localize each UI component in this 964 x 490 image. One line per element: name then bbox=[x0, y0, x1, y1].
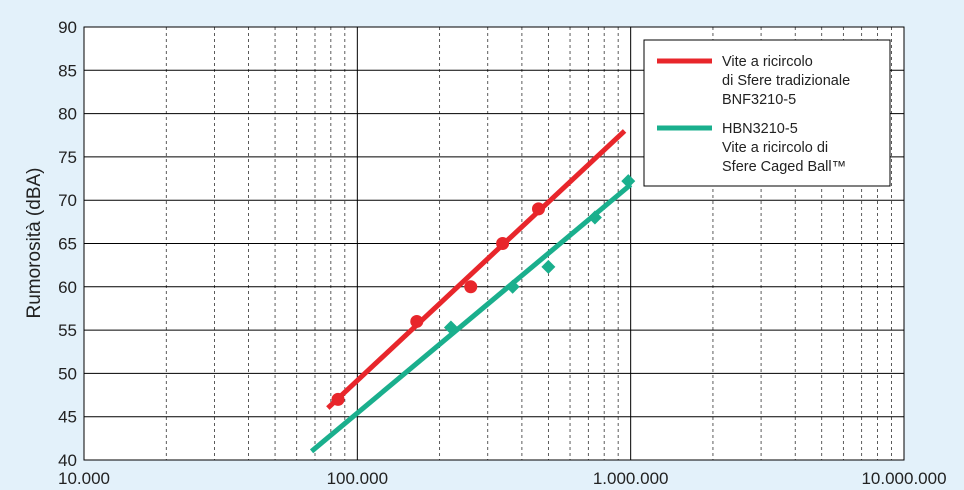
legend: Vite a ricircolo di Sfere tradizionale BNF… bbox=[643, 39, 891, 187]
y-tick-label: 80 bbox=[58, 105, 77, 124]
legend-label-series-2: Sfere Caged Ball™ bbox=[722, 159, 846, 175]
y-tick-label: 70 bbox=[58, 191, 77, 210]
legend-label-series-1: di Sfere tradizionale bbox=[722, 73, 850, 89]
y-tick-label: 90 bbox=[58, 18, 77, 37]
x-tick-label: 10.000.000 bbox=[861, 469, 946, 488]
series-2-point bbox=[443, 320, 458, 335]
legend-label-series-2: HBN3210-5 bbox=[722, 121, 798, 137]
x-tick-label: 10.000 bbox=[58, 469, 110, 488]
y-axis-label: Rumorosità (dBA) bbox=[24, 168, 45, 319]
x-tick-label: 100.000 bbox=[327, 469, 388, 488]
x-tick-label: 1.000.000 bbox=[593, 469, 669, 488]
series-2-point bbox=[505, 279, 520, 294]
legend-label-series-2: Vite a ricircolo di bbox=[722, 140, 828, 156]
y-tick-label: 40 bbox=[58, 451, 77, 470]
series-1-point bbox=[496, 237, 510, 250]
series-1-point bbox=[331, 392, 345, 406]
series-2-point bbox=[621, 174, 636, 189]
y-tick-label: 75 bbox=[58, 148, 77, 167]
series-layer bbox=[309, 129, 636, 454]
series-2-trend-line bbox=[309, 182, 633, 454]
y-tick-label: 60 bbox=[58, 278, 77, 297]
y-tick-label: 55 bbox=[58, 321, 77, 340]
series-1-point bbox=[464, 280, 478, 294]
series-1-point bbox=[410, 314, 424, 328]
y-tick-label: 65 bbox=[58, 235, 77, 254]
series-1-point bbox=[531, 202, 545, 216]
series-2-point bbox=[587, 210, 602, 225]
y-tick-label: 85 bbox=[58, 61, 77, 80]
legend-label-series-1: BNF3210-5 bbox=[722, 92, 796, 108]
x-tick-labels: 10.000 100.000 1.000.000 10.000.000 bbox=[58, 469, 947, 488]
legend-box bbox=[643, 39, 891, 187]
y-tick-labels: 40 45 50 55 60 65 70 75 80 85 90 bbox=[58, 18, 77, 470]
y-tick-label: 50 bbox=[58, 364, 77, 383]
series-2-point bbox=[541, 259, 556, 274]
legend-label-series-1: Vite a ricircolo bbox=[722, 54, 813, 70]
y-tick-label: 45 bbox=[58, 408, 77, 427]
series-1-trend-line bbox=[326, 129, 627, 410]
